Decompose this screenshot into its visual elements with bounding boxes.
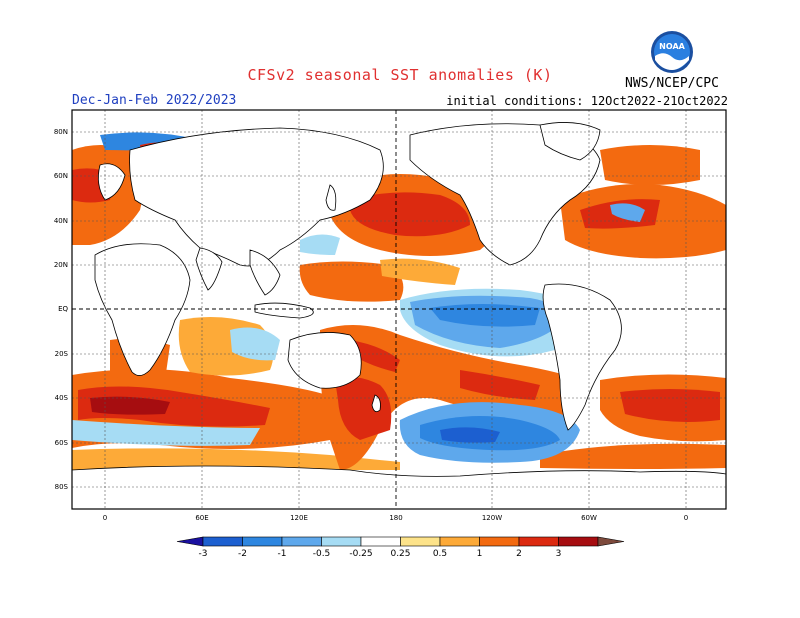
colorbar-swatch — [518, 536, 559, 547]
colorbar-swatch — [242, 536, 283, 547]
equatorial-pacific-cool-tongue — [400, 288, 575, 357]
reference-lines — [72, 110, 726, 509]
graticule — [72, 110, 726, 509]
southern-ocean-warm-band — [72, 369, 726, 470]
colorbar-swatch — [400, 536, 441, 547]
colorbar-tick-label: -1 — [278, 549, 287, 559]
lat-label: 60N — [54, 172, 68, 180]
north-atlantic-warm-region — [560, 145, 726, 259]
lat-label: 20S — [55, 350, 69, 358]
forecast-period: Dec-Jan-Feb 2022/2023 — [72, 93, 237, 108]
lat-label: 60S — [55, 439, 69, 447]
colorbar-swatch — [281, 536, 322, 547]
lon-label: 0 — [103, 514, 107, 522]
land-eurasia — [129, 127, 384, 267]
colorbar-swatch — [202, 536, 243, 547]
lon-label: 180 — [389, 514, 402, 522]
colorbar-tick-label: -0.25 — [349, 549, 372, 559]
lon-label: 120W — [482, 514, 502, 522]
latitude-labels: 80N 60N 40N 20N EQ 20S 40S 60S 80S — [54, 128, 69, 491]
noaa-logo-wave — [655, 53, 689, 70]
land-india — [195, 247, 223, 291]
map-plot-area — [72, 110, 726, 509]
chart-title: CFSv2 seasonal SST anomalies (K) — [247, 66, 553, 84]
land-se-asia — [249, 249, 281, 296]
lon-label: 60E — [195, 514, 208, 522]
land-new-zealand — [371, 394, 381, 413]
colorbar-max-arrow — [597, 536, 625, 547]
land-masses — [72, 122, 726, 509]
colorbar-swatch — [360, 536, 401, 547]
lat-label: 20N — [54, 261, 68, 269]
colorbar-min-arrow — [176, 536, 204, 547]
land-antarctica — [72, 465, 726, 509]
colorbar-tick-label: 0.25 — [390, 549, 410, 559]
lat-label: 40N — [54, 217, 68, 225]
lon-label: 0 — [684, 514, 688, 522]
noaa-logo: NOAA — [651, 31, 693, 73]
lon-label: 60W — [581, 514, 597, 522]
colorbar-tick-label: 0.5 — [433, 549, 447, 559]
lat-label: 80S — [55, 483, 69, 491]
land-australia — [287, 332, 362, 389]
colorbar-tick-label: 1 — [477, 549, 483, 559]
south-pacific-warm-band — [320, 325, 580, 470]
lon-label: 120E — [290, 514, 308, 522]
colorbar-swatch — [479, 536, 520, 547]
agency-label: NWS/NCEP/CPC — [625, 76, 719, 91]
noaa-logo-text: NOAA — [659, 42, 685, 51]
colorbar-swatch — [558, 536, 599, 547]
initial-conditions: initial conditions: 12Oct2022-21Oct2022 — [446, 94, 728, 108]
colorbar: -3 -2 -1 -0.5 -0.25 0.25 0.5 1 2 3 — [176, 536, 625, 559]
lat-label: EQ — [58, 305, 68, 313]
lat-label: 40S — [55, 394, 69, 402]
map-frame — [71, 109, 727, 510]
lat-label: 80N — [54, 128, 68, 136]
colorbar-tick-label: -2 — [238, 549, 247, 559]
land-south-america — [542, 283, 622, 431]
colorbar-tick-label: -0.5 — [313, 549, 331, 559]
colorbar-swatch — [439, 536, 480, 547]
colorbar-tick-label: 2 — [516, 549, 522, 559]
colorbar-tick-label: 3 — [556, 549, 562, 559]
land-japan — [325, 184, 337, 211]
land-africa — [94, 243, 191, 376]
colorbar-tick-label: -3 — [199, 549, 208, 559]
colorbar-swatch — [321, 536, 362, 547]
south-pacific-cool-patch — [399, 402, 580, 463]
longitude-labels: 0 60E 120E 180 120W 60W 0 — [103, 514, 688, 522]
